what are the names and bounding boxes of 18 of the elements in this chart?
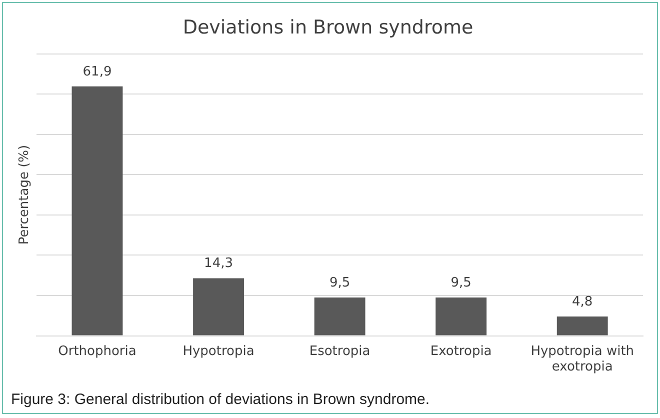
bar <box>72 86 123 336</box>
data-label: 14,3 <box>204 256 233 272</box>
data-label: 4,8 <box>572 294 593 310</box>
x-tick-label: Orthophoria <box>58 344 136 359</box>
caption: Figure 3: General distribution of deviations in Brown syndrome. <box>11 391 430 408</box>
data-label: 61,9 <box>82 64 112 80</box>
x-tick-label: Hypotropia <box>182 344 254 359</box>
data-label: 9,5 <box>450 275 472 290</box>
x-tick-label: Esotropia <box>309 344 370 359</box>
chart-title: Deviations in Brown syndrome <box>182 16 474 38</box>
data-label: 9,5 <box>329 275 350 290</box>
bar <box>436 298 487 336</box>
x-tick-label: Exotropia <box>430 344 492 359</box>
bar <box>556 316 608 336</box>
x-tick-label: Hypotropia with exotropia <box>530 344 634 375</box>
y-axis-title: Percentage (%) <box>17 144 32 245</box>
bar <box>314 298 366 336</box>
bar <box>193 278 244 336</box>
